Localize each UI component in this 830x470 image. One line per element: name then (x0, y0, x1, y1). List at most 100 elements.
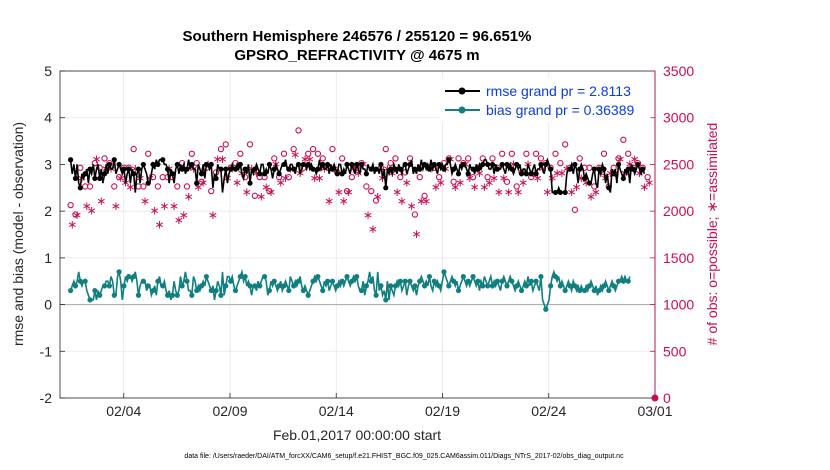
possible-obs-marker (397, 173, 404, 181)
assimilated-obs-marker: ∗ (154, 217, 164, 231)
rmse-point (383, 185, 389, 191)
bias-point (101, 283, 108, 289)
rmse-point (271, 166, 277, 172)
bias-point (145, 283, 151, 289)
rmse-point (135, 166, 142, 172)
possible-obs-marker (251, 192, 259, 199)
assimilated-obs-marker: ∗ (571, 180, 581, 194)
assimilated-obs-marker: ∗ (499, 171, 509, 185)
bias-point (232, 287, 239, 294)
rmse-point (266, 161, 273, 168)
possible-obs-marker (387, 159, 394, 167)
rmse-point (150, 161, 156, 168)
bias-point (223, 283, 229, 289)
assimilated-obs-marker: ∗ (547, 171, 557, 185)
y-axis-label-left: rmse and bias (model - observation) (10, 122, 26, 346)
assimilated-obs-marker: ∗ (198, 175, 208, 189)
bias-point (548, 283, 554, 289)
bias-point (363, 283, 369, 289)
chart-title-line1: Southern Hemisphere 246576 / 255120 = 96… (183, 28, 532, 45)
y-tick-label-left: -2 (40, 390, 53, 406)
assimilated-obs-marker: ∗ (562, 161, 572, 175)
rmse-point (257, 171, 263, 177)
assimilated-obs-marker: ∗ (368, 222, 378, 236)
possible-obs-marker (503, 178, 511, 185)
rmse-point (140, 161, 146, 168)
rmse-point (378, 161, 384, 168)
bias-point (77, 278, 83, 284)
rmse-point (291, 166, 297, 172)
rmse-point (97, 175, 103, 182)
rmse-point (504, 161, 510, 168)
bias-point (615, 278, 622, 284)
possible-obs-marker (237, 150, 244, 157)
assimilated-obs-marker: ∗ (508, 157, 518, 171)
rmse-point (106, 161, 113, 168)
assimilated-obs-marker: ∗ (130, 161, 140, 175)
rmse-point (552, 189, 559, 196)
possible-obs-marker (368, 187, 375, 195)
bias-point (237, 273, 243, 280)
possible-obs-marker (615, 155, 622, 162)
bias-point (543, 306, 549, 312)
assimilated-obs-marker: ∗ (552, 166, 562, 180)
assimilated-obs-marker: ∗ (557, 166, 567, 180)
y-tick-label-left: 3 (44, 156, 52, 172)
bias-point (407, 278, 413, 284)
bias-point (271, 278, 277, 284)
possible-obs-marker (174, 183, 181, 190)
possible-obs-marker (280, 150, 288, 157)
y-axis-label-right: # of obs: o=possible; ∗=assimilated (704, 123, 720, 346)
assimilated-obs-marker: ∗ (91, 152, 101, 166)
rmse-point (286, 166, 292, 172)
rmse-point (630, 166, 636, 172)
assimilated-obs-marker: ∗ (465, 171, 475, 185)
bias-point (111, 292, 117, 298)
possible-obs-marker (338, 155, 346, 162)
possible-obs-marker (532, 150, 540, 157)
possible-obs-marker (469, 173, 477, 181)
possible-obs-marker (498, 150, 506, 157)
possible-obs-marker (625, 150, 632, 157)
bias-point (310, 278, 316, 284)
bias-point (281, 283, 287, 289)
rmse-point (164, 166, 171, 172)
bias-point (577, 287, 583, 294)
rmse-point (518, 171, 525, 177)
possible-obs-marker (188, 150, 195, 157)
bias-point (528, 278, 534, 284)
possible-obs-marker (232, 159, 239, 167)
bias-point (446, 283, 452, 289)
rmse-point (237, 161, 243, 168)
assimilated-obs-marker: ∗ (213, 152, 223, 166)
possible-obs-marker (67, 201, 74, 209)
assimilated-obs-marker: ∗ (411, 227, 421, 241)
possible-obs-marker (178, 159, 186, 167)
bias-point (160, 283, 166, 289)
bias-point (72, 283, 79, 289)
assimilated-obs-marker: ∗ (174, 213, 184, 227)
bias-point (451, 278, 457, 284)
bias-point (247, 283, 253, 289)
assimilated-obs-marker: ∗ (310, 171, 320, 185)
x-tick-label: 03/01 (637, 403, 672, 419)
rmse-point (145, 180, 151, 186)
bias-point (126, 273, 132, 280)
bias-point (286, 287, 292, 294)
assimilated-obs-marker: ∗ (373, 189, 383, 203)
bias-point (329, 278, 336, 284)
assimilated-obs-marker: ∗ (184, 189, 194, 203)
rmse-point (640, 166, 646, 172)
bias-point (169, 292, 176, 298)
possible-obs-marker (154, 183, 162, 190)
rmse-point (441, 166, 447, 172)
assimilated-obs-marker: ∗ (145, 171, 155, 185)
assimilated-obs-marker: ∗ (140, 194, 150, 208)
bias-point (523, 283, 529, 289)
assimilated-obs-marker: ∗ (111, 199, 121, 213)
possible-obs-marker (571, 206, 579, 213)
assimilated-obs-marker: ∗ (314, 171, 324, 185)
assimilated-obs-marker: ∗ (169, 199, 179, 213)
bias-point (213, 287, 219, 294)
